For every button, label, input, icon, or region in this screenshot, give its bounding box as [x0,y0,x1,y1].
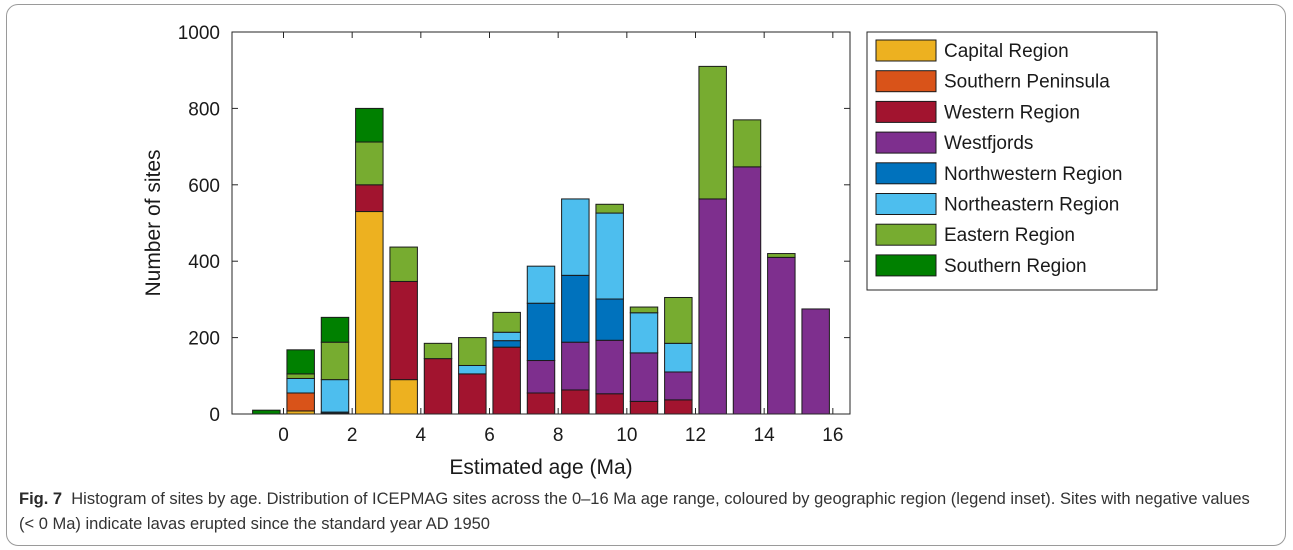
bar-segment [664,371,693,401]
bar-segment [286,392,315,412]
x-tick-label: 2 [347,425,358,446]
legend-swatch [875,223,937,246]
bar-segment [767,253,796,258]
bar-segment [664,342,693,373]
legend-swatch [875,39,937,62]
ticks-layer: 0 2 4 6 8 10 12 14 16 0 200 400 600 800 1000 [178,23,850,446]
x-tick-label: 0 [278,425,289,446]
bar-segment [355,107,384,143]
figure-label: Fig. 7 [19,490,63,508]
x-tick-label: 14 [754,425,776,446]
legend-label: Northeastern Region [944,195,1119,216]
bar-segment [526,265,556,304]
x-tick-label: 16 [822,425,843,446]
legend-label: Southern Region [944,256,1087,277]
caption-text: Histogram of sites by age. Distribution … [19,490,1250,533]
bar-segment [492,331,521,342]
bar-segment [595,212,624,300]
bar-segment [458,337,487,366]
y-tick-label: 0 [209,405,220,426]
bar-segment [492,340,521,348]
bar-segment [389,379,418,415]
y-tick-label: 400 [188,252,220,273]
bar-segment [389,280,418,381]
y-tick-label: 800 [188,99,220,120]
bar-segment [286,377,315,394]
bar-segment [286,373,315,379]
bar-segment [526,302,556,362]
bar-segment [389,246,418,282]
bar-segment [732,166,762,415]
bar-segment [595,298,624,341]
legend-label: Western Region [944,102,1080,123]
bar-segment [595,393,624,415]
bar-segment [561,341,590,391]
bar-segment [698,198,727,415]
legend-label: Capital Region [944,41,1069,62]
histogram-chart: 0 2 4 6 8 10 12 14 16 0 200 400 600 800 1000 Estimated… [142,23,1158,479]
bar-segment [801,308,830,415]
bar-segment [355,211,384,415]
legend-swatch [875,254,937,277]
bar-segment [595,339,624,395]
legend-swatch [875,100,937,123]
bar-segment [320,341,350,381]
legend-swatch [875,162,937,185]
y-tick-label: 200 [188,329,220,350]
bar-segment [526,360,556,394]
bar-segment [492,311,521,333]
legend-swatch [875,131,937,154]
bar-segment [629,312,659,354]
legend: Capital Region Southern Peninsula Western … [866,31,1158,291]
bar-segment [561,389,590,415]
y-axis-label: Number of sites [142,149,165,296]
x-tick-label: 6 [484,425,495,446]
bar-segment [320,379,350,413]
bar-segment [458,364,487,375]
bar-segment [767,256,796,415]
axes-box [231,31,851,415]
bar-segment [629,306,659,314]
legend-label: Northwestern Region [944,164,1122,185]
figure-caption: Fig. 7 Histogram of sites by age. Distri… [19,487,1269,537]
bar-segment [664,399,693,415]
bar-segment [629,352,659,402]
x-tick-label: 4 [416,425,427,446]
bar-segment [526,392,556,415]
x-axis-label: Estimated age (Ma) [449,456,632,479]
bar-segment [698,65,727,200]
bar-segment [252,409,281,415]
bar-segment [355,141,384,186]
bar-segment [423,342,453,360]
bar-segment [320,316,350,343]
legend-swatch [875,193,937,215]
legend-swatch [875,70,937,93]
bar-segment [732,119,762,168]
legend-label: Southern Peninsula [944,72,1110,93]
figure-frame [6,4,1286,546]
bar-segment [629,400,659,415]
bar-segment [561,274,590,343]
x-tick-label: 12 [685,425,706,446]
bar-segment [423,358,453,415]
y-tick-label: 1000 [178,23,220,44]
legend-label: Westfjords [944,133,1033,154]
bar-segment [595,203,624,214]
x-tick-label: 8 [553,425,564,446]
y-tick-label: 600 [188,176,220,197]
bar-segment [355,184,384,213]
bars-layer [252,65,830,415]
bar-segment [664,296,693,344]
bar-segment [492,346,521,415]
x-tick-label: 10 [616,425,637,446]
legend-label: Eastern Region [944,225,1075,246]
bar-segment [286,349,315,375]
bar-segment [458,373,487,415]
bar-segment [561,198,590,276]
